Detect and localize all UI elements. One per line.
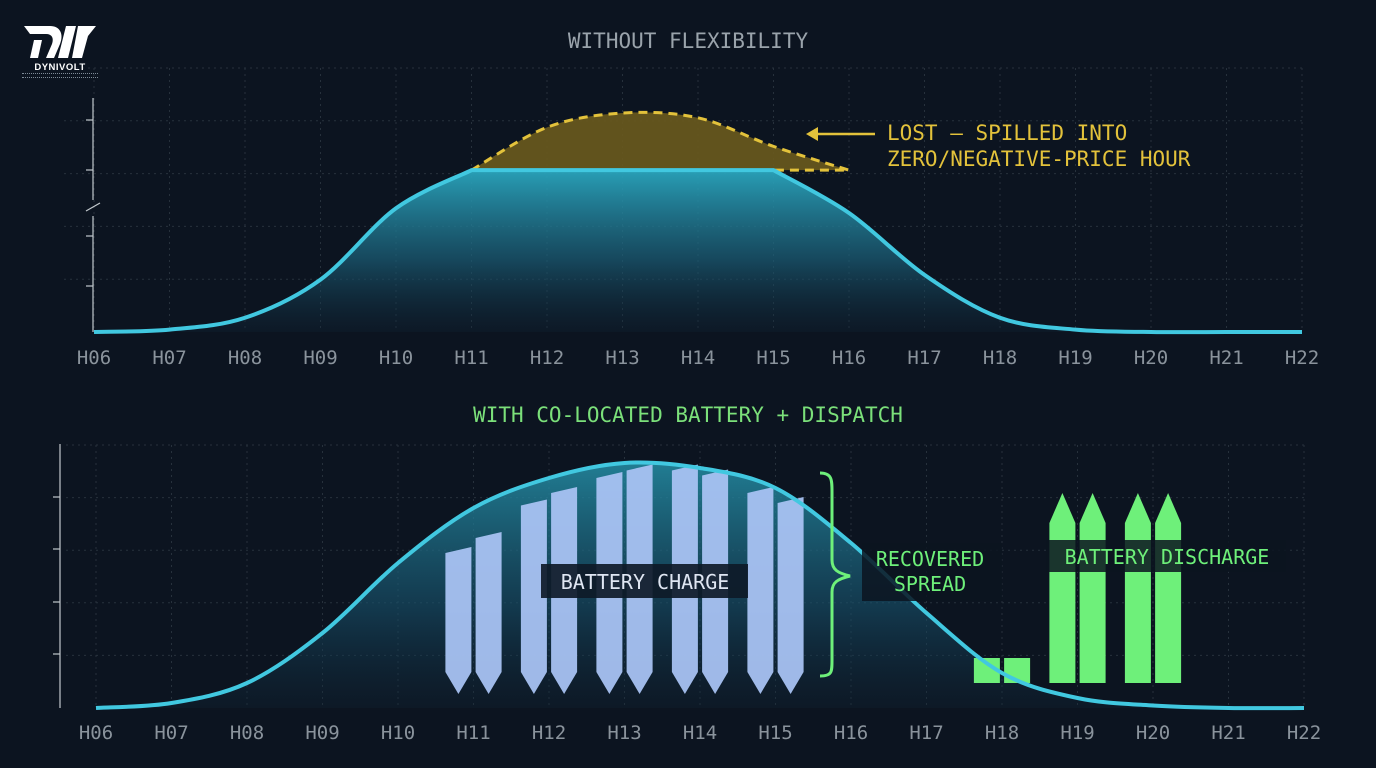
x-tick-label: H16: [834, 722, 868, 744]
battery-charge-bar: [520, 499, 547, 694]
top-x-axis: H06 H07 H08 H09 H10 H11 H12 H13 H14 H15 H16 H17 H18 H…: [77, 347, 1319, 369]
x-tick-label: H12: [532, 722, 566, 744]
x-tick-label: H10: [381, 722, 415, 744]
x-tick-label: H11: [456, 722, 490, 744]
x-tick-label: H18: [983, 347, 1017, 369]
lost-annotation: LOST — SPILLED INTO ZERO/NEGATIVE-PRICE …: [806, 121, 1191, 171]
battery-discharge-bar: [1124, 493, 1151, 683]
x-tick-label: H06: [79, 722, 113, 744]
battery-charge-bar: [747, 487, 774, 694]
bottom-x-axis: H06 H07 H08 H09 H10 H11 H12 H13 H14 H15 H16 H17 H18 H…: [79, 722, 1321, 744]
x-tick-label: H13: [605, 347, 639, 369]
battery-discharge-bar: [1155, 493, 1182, 683]
x-tick-label: H17: [909, 722, 943, 744]
x-tick-label: H16: [832, 347, 866, 369]
battery-charge-bar: [445, 547, 472, 694]
top-generation-curve: [93, 168, 1302, 335]
lost-annotation-line-1: LOST — SPILLED INTO: [887, 121, 1127, 145]
x-tick-label: H13: [607, 722, 641, 744]
top-lost-area: [465, 110, 850, 172]
bottom-y-axis: [53, 444, 61, 708]
x-tick-label: H21: [1211, 722, 1245, 744]
x-tick-label: H14: [681, 347, 715, 369]
battery-discharge-bar: [973, 658, 1000, 683]
battery-discharge-bar: [1079, 493, 1106, 683]
x-tick-label: H07: [152, 347, 186, 369]
brace-shape: [819, 471, 851, 678]
x-tick-label: H19: [1060, 722, 1094, 744]
battery-discharge-bars: [973, 493, 1182, 683]
battery-discharge-label-bg: [1046, 540, 1286, 572]
battery-discharge-bar: [1049, 493, 1076, 683]
top-chart-title: WITHOUT FLEXIBILITY: [568, 29, 809, 53]
recovered-spread-line-1: RECOVERED: [876, 547, 984, 571]
x-tick-label: H12: [530, 347, 564, 369]
x-tick-label: H22: [1285, 347, 1319, 369]
bottom-chart-title: WITH CO-LOCATED BATTERY + DISPATCH: [473, 403, 903, 427]
battery-charge-label: BATTERY CHARGE: [541, 564, 748, 598]
battery-charge-bar: [777, 497, 804, 694]
logo-tagline-mark: [22, 73, 98, 78]
logo-name: DYNIVOLT: [34, 62, 86, 73]
x-tick-label: H09: [305, 722, 339, 744]
battery-discharge-label: BATTERY DISCHARGE: [1046, 540, 1286, 572]
battery-charge-label-text: BATTERY CHARGE: [561, 570, 730, 594]
x-tick-label: H15: [756, 347, 790, 369]
x-tick-label: H15: [758, 722, 792, 744]
x-tick-label: H14: [683, 722, 717, 744]
x-tick-label: H11: [454, 347, 488, 369]
battery-discharge-label-text: BATTERY DISCHARGE: [1065, 545, 1270, 569]
lost-annotation-line-2: ZERO/NEGATIVE-PRICE HOUR: [887, 147, 1191, 171]
x-tick-label: H06: [77, 347, 111, 369]
x-tick-label: H08: [228, 347, 262, 369]
recovered-spread-brace: RECOVERED SPREAD: [819, 471, 1002, 678]
recovered-spread-line-2: SPREAD: [894, 572, 966, 596]
battery-charge-bar: [475, 532, 502, 694]
lost-annotation-arrow-head: [806, 127, 818, 141]
x-tick-label: H08: [230, 722, 264, 744]
x-tick-label: H22: [1287, 722, 1321, 744]
x-tick-label: H09: [303, 347, 337, 369]
x-tick-label: H18: [985, 722, 1019, 744]
x-tick-label: H20: [1134, 347, 1168, 369]
bottom-generation-curve: [95, 460, 1305, 711]
x-tick-label: H20: [1136, 722, 1170, 744]
x-tick-label: H21: [1209, 347, 1243, 369]
x-tick-label: H19: [1058, 347, 1092, 369]
x-tick-label: H17: [907, 347, 941, 369]
dynivolt-logo-icon: [24, 26, 96, 58]
battery-charge-label-bg: [541, 564, 748, 598]
battery-charge-bars: [445, 464, 804, 694]
recovered-spread-label-bg: [862, 543, 1002, 601]
x-tick-label: H07: [154, 722, 188, 744]
top-y-axis: [85, 98, 101, 332]
x-tick-label: H10: [379, 347, 413, 369]
